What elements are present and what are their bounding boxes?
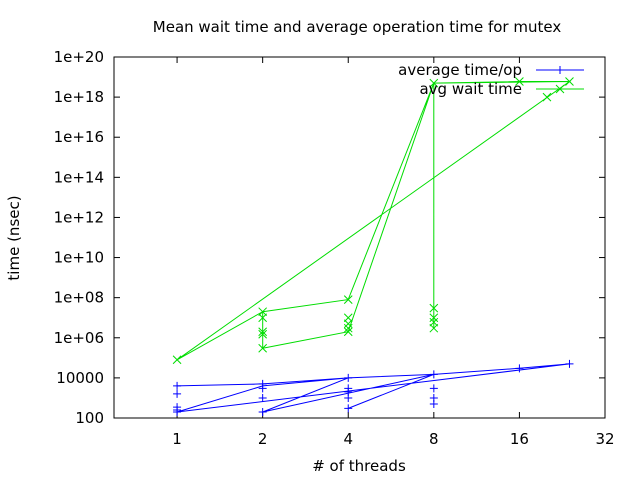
data-point-1 [258, 313, 268, 323]
chart-title: Mean wait time and average operation tim… [153, 18, 562, 36]
legend-label-0: average time/op [398, 61, 522, 79]
y-tick-label: 10000 [56, 369, 104, 387]
data-point-0 [344, 373, 353, 382]
series-line-0 [176, 363, 570, 413]
data-point-0 [258, 379, 267, 388]
x-tick-label: 1 [172, 430, 182, 448]
x-tick-label: 4 [343, 430, 353, 448]
y-tick-label: 1e+12 [54, 208, 104, 226]
series-markers [172, 77, 574, 416]
x-tick-label: 32 [595, 430, 614, 448]
data-point-1 [343, 319, 353, 329]
data-point-1 [258, 343, 268, 353]
data-point-0 [258, 393, 267, 402]
legend-marker-1 [555, 84, 565, 94]
data-point-0 [515, 364, 524, 373]
y-tick-label: 1e+18 [54, 88, 104, 106]
data-point-1 [429, 78, 439, 88]
series-lines [176, 81, 572, 413]
data-point-0 [344, 384, 353, 393]
x-tick-label: 16 [510, 430, 529, 448]
y-tick-label: 1e+14 [54, 168, 104, 186]
x-tick-label: 2 [258, 430, 268, 448]
y-tick-label: 1e+20 [54, 48, 104, 66]
data-point-0 [258, 407, 267, 416]
data-point-1 [258, 327, 268, 337]
legend-marker-0 [556, 66, 564, 74]
x-axis-label: # of threads [312, 457, 406, 475]
data-point-0 [173, 381, 182, 390]
data-point-1 [343, 323, 353, 333]
data-point-1 [542, 92, 552, 102]
legend-label-1: avg wait time [419, 80, 522, 98]
data-point-1 [172, 355, 182, 365]
data-point-0 [344, 404, 353, 413]
data-point-0 [173, 407, 182, 416]
data-point-0 [429, 370, 438, 379]
y-tick-label: 100 [75, 409, 104, 427]
data-point-1 [429, 323, 439, 333]
data-point-1 [343, 295, 353, 304]
y-axis-label: time (nsec) [5, 195, 23, 280]
data-point-1 [258, 329, 268, 339]
data-point-1 [429, 313, 439, 323]
axis-ticks: 1 2 4 8 16 32 100 10000 1e+06 1e+08 1e+10 1e+12 1e+1… [54, 48, 615, 448]
x-tick-label: 8 [429, 430, 439, 448]
data-point-1 [565, 77, 574, 86]
data-point-0 [429, 393, 438, 402]
data-point-0 [565, 359, 574, 368]
data-point-0 [173, 389, 182, 398]
plot-area-border [113, 56, 606, 419]
data-point-1 [343, 327, 353, 337]
data-point-0 [429, 384, 438, 393]
y-tick-label: 1e+10 [54, 249, 104, 267]
y-tick-label: 1e+08 [54, 289, 104, 307]
y-tick-label: 1e+06 [54, 329, 104, 347]
series-line-1 [176, 81, 572, 361]
data-point-1 [515, 77, 524, 86]
y-tick-label: 1e+16 [54, 128, 104, 146]
data-point-1 [429, 303, 439, 313]
